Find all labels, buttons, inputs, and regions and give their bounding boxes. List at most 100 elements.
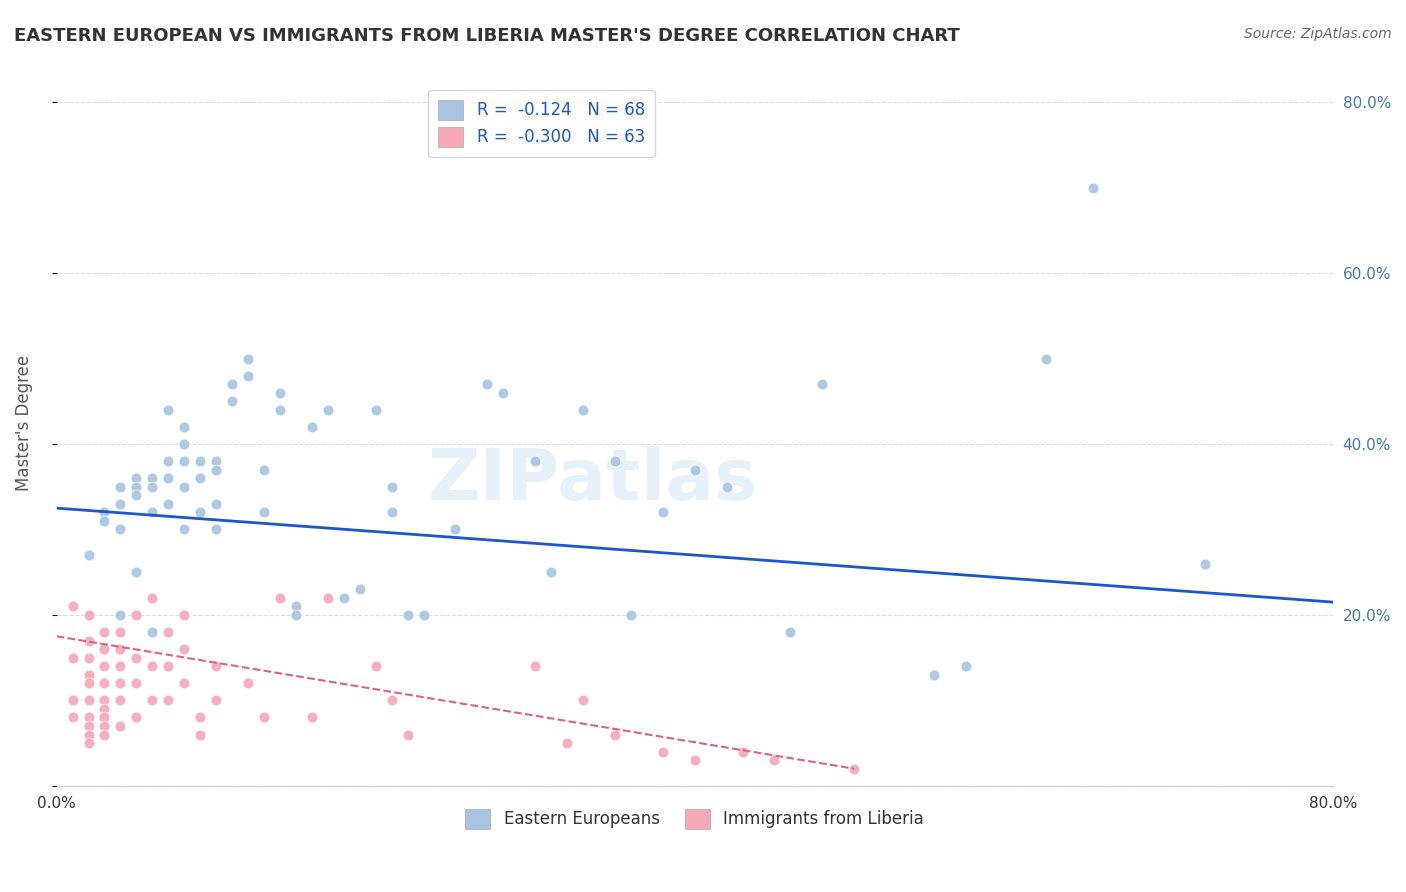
Point xyxy=(444,523,467,537)
Point xyxy=(381,505,404,519)
Point xyxy=(93,693,115,707)
Point xyxy=(173,642,195,657)
Point xyxy=(683,753,706,767)
Point xyxy=(555,736,578,750)
Text: ZIPatlas: ZIPatlas xyxy=(427,446,758,516)
Point xyxy=(110,523,132,537)
Point xyxy=(93,625,115,640)
Point xyxy=(412,607,434,622)
Point xyxy=(731,745,754,759)
Point xyxy=(253,710,276,724)
Point xyxy=(157,454,180,468)
Point xyxy=(173,676,195,690)
Point xyxy=(62,693,84,707)
Point xyxy=(844,762,866,776)
Point xyxy=(236,676,259,690)
Point xyxy=(141,625,163,640)
Point xyxy=(93,659,115,673)
Point xyxy=(77,727,100,741)
Point xyxy=(125,607,148,622)
Point xyxy=(77,633,100,648)
Point xyxy=(62,650,84,665)
Point xyxy=(110,659,132,673)
Point xyxy=(77,607,100,622)
Point xyxy=(93,702,115,716)
Point xyxy=(922,667,945,681)
Point xyxy=(540,565,562,579)
Point xyxy=(253,463,276,477)
Point xyxy=(188,727,211,741)
Point xyxy=(125,710,148,724)
Point xyxy=(269,385,291,400)
Point xyxy=(603,727,626,741)
Point xyxy=(188,710,211,724)
Point xyxy=(316,403,339,417)
Point xyxy=(188,505,211,519)
Point xyxy=(269,591,291,605)
Point xyxy=(110,676,132,690)
Text: Source: ZipAtlas.com: Source: ZipAtlas.com xyxy=(1244,27,1392,41)
Point xyxy=(173,420,195,434)
Point xyxy=(93,710,115,724)
Point xyxy=(716,480,738,494)
Point xyxy=(77,676,100,690)
Point xyxy=(141,480,163,494)
Point xyxy=(811,377,834,392)
Point xyxy=(77,710,100,724)
Point xyxy=(77,736,100,750)
Point xyxy=(93,727,115,741)
Point xyxy=(364,659,387,673)
Point xyxy=(62,710,84,724)
Point xyxy=(173,480,195,494)
Point xyxy=(93,505,115,519)
Point xyxy=(221,394,243,409)
Point xyxy=(364,403,387,417)
Point xyxy=(205,497,228,511)
Point xyxy=(77,719,100,733)
Point xyxy=(141,591,163,605)
Point xyxy=(683,463,706,477)
Point xyxy=(284,607,307,622)
Point xyxy=(205,659,228,673)
Point xyxy=(141,505,163,519)
Point xyxy=(157,659,180,673)
Point xyxy=(381,480,404,494)
Point xyxy=(301,710,323,724)
Point xyxy=(77,667,100,681)
Point xyxy=(524,454,547,468)
Point xyxy=(141,471,163,485)
Point xyxy=(779,625,801,640)
Point xyxy=(284,599,307,614)
Point xyxy=(205,693,228,707)
Point xyxy=(492,385,515,400)
Point xyxy=(173,454,195,468)
Point xyxy=(110,607,132,622)
Y-axis label: Master's Degree: Master's Degree xyxy=(15,355,32,491)
Point xyxy=(301,420,323,434)
Point xyxy=(157,693,180,707)
Point xyxy=(955,659,977,673)
Point xyxy=(332,591,354,605)
Point xyxy=(651,505,673,519)
Point xyxy=(157,471,180,485)
Point xyxy=(205,523,228,537)
Point xyxy=(110,497,132,511)
Point xyxy=(157,625,180,640)
Point xyxy=(477,377,499,392)
Point xyxy=(110,693,132,707)
Point xyxy=(188,454,211,468)
Point xyxy=(125,676,148,690)
Point xyxy=(253,505,276,519)
Point xyxy=(381,693,404,707)
Point xyxy=(125,488,148,502)
Point xyxy=(77,650,100,665)
Point xyxy=(110,480,132,494)
Legend: Eastern Europeans, Immigrants from Liberia: Eastern Europeans, Immigrants from Liber… xyxy=(458,802,931,836)
Point xyxy=(188,471,211,485)
Point xyxy=(157,497,180,511)
Point xyxy=(221,377,243,392)
Point xyxy=(110,719,132,733)
Point xyxy=(572,693,595,707)
Point xyxy=(205,463,228,477)
Point xyxy=(236,351,259,366)
